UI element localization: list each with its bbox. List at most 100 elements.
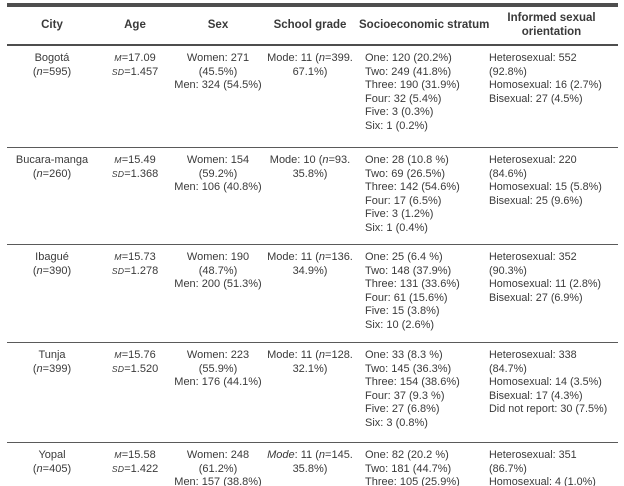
cell-age: M=15.49 SD=1.368: [97, 148, 173, 245]
cell-line: Heterosexual: 352: [489, 251, 577, 263]
cell-line: Men: 200 (51.3%): [174, 278, 262, 290]
cell-line: SD=1.457: [111, 65, 159, 78]
cell-line: (n=260): [32, 167, 72, 180]
cell-line: Bisexual: 25 (9.6%): [489, 194, 583, 207]
cell-line: Bogotá: [34, 52, 70, 64]
cell-age: M=15.76 SD=1.520: [97, 343, 173, 443]
cell-line: (90.3%): [489, 264, 527, 277]
cell-line: (92.8%): [489, 65, 527, 78]
cell-line: M=15.73: [114, 251, 156, 263]
cell-line: Mode: 10 (n=93.: [269, 154, 351, 166]
cell-socioeconomic-stratum: One: 28 (10.8 %) Two: 69 (26.5%) Three: 14…: [357, 148, 485, 245]
column-header-informed-sexual-orientation: Informed sexual orientation: [485, 5, 618, 45]
cell-line: Women: 271: [186, 52, 250, 64]
cell-line: (84.7%): [489, 362, 527, 375]
cell-line: Heterosexual: 338: [489, 349, 577, 361]
cell-line: Mode: 11 (n=136.: [267, 251, 353, 263]
cell-line: Six: 3 (0.8%): [365, 416, 428, 429]
cell-line: (n=390): [32, 264, 72, 277]
cell-line: Heterosexual: 552: [489, 52, 577, 64]
cell-line: (45.5%): [198, 65, 238, 78]
cell-socioeconomic-stratum: One: 25 (6.4 %) Two: 148 (37.9%) Three: 13…: [357, 245, 485, 343]
cell-line: Did not report: 30 (7.5%): [489, 403, 608, 415]
column-header-label: Age: [124, 18, 146, 31]
cell-line: One: 82 (20.2 %): [365, 449, 449, 461]
cell-line: Two: 145 (36.3%): [365, 362, 452, 375]
cell-school-grade: Mode: 11 (n=399. 67.1%): [263, 45, 357, 148]
table-row: Bogotá (n=595) M=17.09 SD=1.457 Women: 271 (4…: [7, 45, 618, 148]
cell-line: Men: 106 (40.8%): [174, 181, 262, 193]
column-header-school-grade: School grade: [263, 5, 357, 45]
cell-line: (86.7%): [489, 462, 527, 475]
cell-line: Heterosexual: 351: [489, 449, 577, 461]
cell-line: (n=399): [32, 362, 72, 375]
cell-line: Five: 15 (3.8%): [365, 305, 440, 317]
cell-line: 67.1%): [292, 65, 328, 78]
cell-line: Men: 176 (44.1%): [174, 376, 262, 388]
cell-school-grade: Mode: 11 (n=136. 34.9%): [263, 245, 357, 343]
cell-line: Two: 148 (37.9%): [365, 264, 452, 277]
cell-age: M=17.09 SD=1.457: [97, 45, 173, 148]
cell-line: Mode: 11 (n=399.: [267, 52, 353, 64]
cell-line: Bisexual: 27 (6.9%): [489, 291, 583, 304]
cell-informed-sexual-orientation: Heterosexual: 352 (90.3%) Homosexual: 11 (…: [485, 245, 618, 343]
cell-age: M=15.73 SD=1.278: [97, 245, 173, 343]
cell-line: Two: 249 (41.8%): [365, 65, 452, 78]
cell-line: 35.8%): [292, 167, 328, 180]
cell-city: Tunja (n=399): [7, 343, 97, 443]
column-header-city: City: [7, 5, 97, 45]
cell-line: Four: 61 (15.6%): [365, 291, 448, 304]
column-header-sex: Sex: [173, 5, 263, 45]
cell-line: Three: 154 (38.6%): [365, 376, 460, 388]
cell-line: Mode: 11 (n=145.: [267, 449, 353, 461]
cell-line: Four: 32 (5.4%): [365, 92, 442, 105]
cell-line: SD=1.422: [111, 462, 159, 475]
cell-line: Yopal: [38, 449, 66, 461]
cell-informed-sexual-orientation: Heterosexual: 338 (84.7%) Homosexual: 14 (…: [485, 343, 618, 443]
cell-line: Women: 154: [186, 154, 250, 166]
cell-line: 34.9%): [292, 264, 328, 277]
cell-line: Four: 37 (9.3 %): [365, 389, 445, 402]
cell-line: Three: 142 (54.6%): [365, 181, 460, 193]
cell-line: (59.2%): [198, 167, 238, 180]
header-row: City Age Sex School grade Socioeconomic …: [7, 5, 618, 45]
cell-line: SD=1.520: [111, 362, 159, 375]
cell-line: Six: 1 (0.2%): [365, 119, 428, 132]
cell-line: 32.1%): [292, 362, 328, 375]
cell-line: Three: 131 (33.6%): [365, 278, 460, 290]
cell-line: (55.9%): [198, 362, 238, 375]
cell-line: M=15.76: [114, 349, 156, 361]
cell-city: Bucara-manga (n=260): [7, 148, 97, 245]
cell-socioeconomic-stratum: One: 33 (8.3 %) Two: 145 (36.3%) Three: 15…: [357, 343, 485, 443]
column-header-label: City: [41, 18, 63, 31]
cell-line: Bisexual: 17 (4.3%): [489, 389, 583, 402]
cell-line: One: 28 (10.8 %): [365, 154, 449, 166]
cell-line: (48.7%): [198, 264, 238, 277]
cell-line: Five: 27 (6.8%): [365, 403, 440, 415]
cell-line: Homosexual: 11 (2.8%): [489, 278, 602, 290]
cell-line: Two: 69 (26.5%): [365, 167, 446, 180]
cell-line: (n=595): [32, 65, 72, 78]
cell-line: (84.6%): [489, 167, 527, 180]
cell-line: Six: 10 (2.6%): [365, 318, 435, 331]
cell-school-grade: Mode: 11 (n=145. 35.8%): [263, 443, 357, 486]
cell-line: Six: 1 (0.4%): [365, 221, 428, 234]
cell-school-grade: Mode: 10 (n=93. 35.8%): [263, 148, 357, 245]
cell-socioeconomic-stratum: One: 82 (20.2 %) Two: 181 (44.7%) Three: 1…: [357, 443, 485, 486]
column-header-socioeconomic-stratum: Socioeconomic stratum: [357, 5, 489, 45]
column-header-label: Sex: [207, 18, 229, 31]
table-row: Yopal (n=405) M=15.58 SD=1.422 Women: 248 (61…: [7, 443, 618, 486]
cell-line: Homosexual: 16 (2.7%): [489, 79, 602, 91]
cell-line: Women: 248: [186, 449, 250, 461]
cell-line: SD=1.368: [111, 167, 159, 180]
cell-line: SD=1.278: [111, 264, 159, 277]
cell-line: (61.2%): [198, 462, 238, 475]
cell-line: M=15.49: [114, 154, 156, 166]
cell-age: M=15.58 SD=1.422: [97, 443, 173, 486]
cell-line: Four: 17 (6.5%): [365, 194, 442, 207]
cell-line: M=17.09: [114, 52, 156, 64]
cell-line: Tunja: [38, 349, 66, 361]
cell-city: Bogotá (n=595): [7, 45, 97, 148]
column-header-age: Age: [97, 5, 173, 45]
cell-school-grade: Mode: 11 (n=128. 32.1%): [263, 343, 357, 443]
